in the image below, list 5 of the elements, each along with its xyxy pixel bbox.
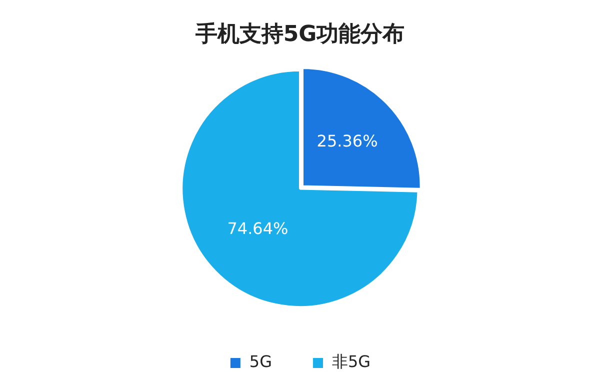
chart-title: 手机支持5G功能分布 bbox=[194, 22, 405, 47]
legend-label: 非5G bbox=[332, 352, 371, 372]
legend-label: 5G bbox=[249, 352, 272, 372]
data-label: 25.36% bbox=[316, 132, 378, 151]
data-label: 74.64% bbox=[227, 219, 288, 238]
